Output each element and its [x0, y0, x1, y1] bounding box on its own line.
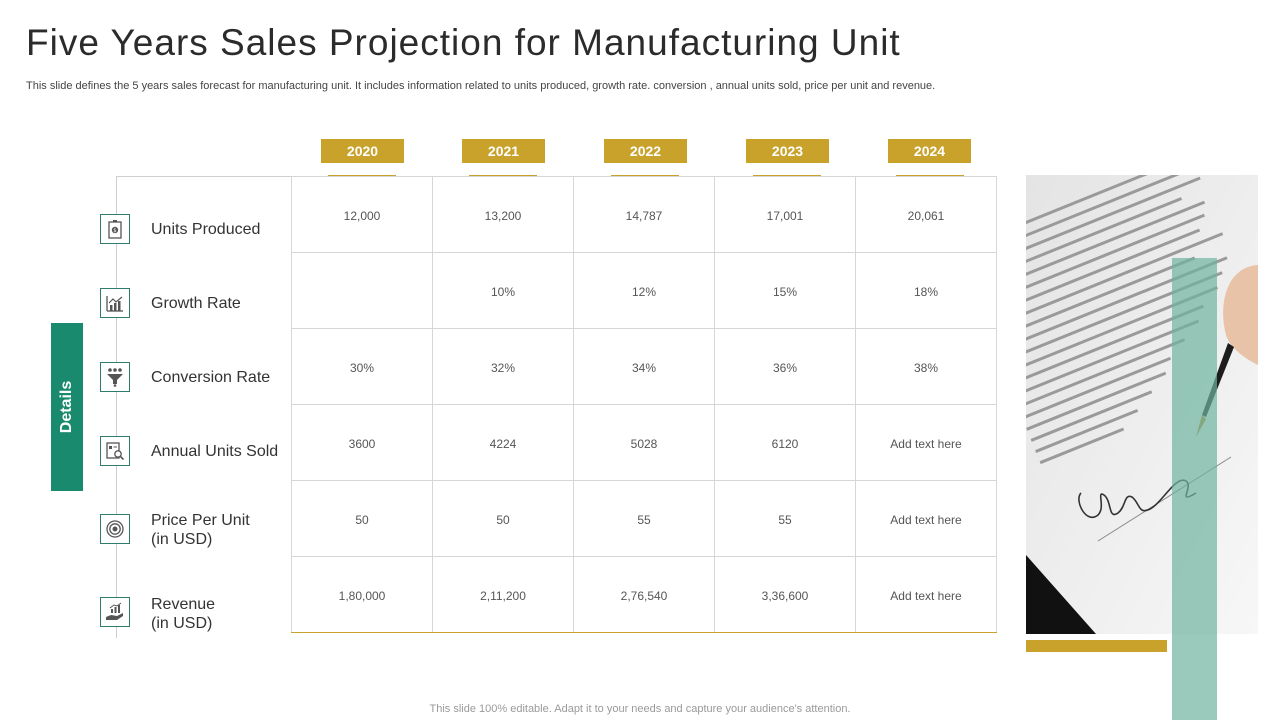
year-header-2023: 2023	[746, 139, 829, 163]
table-cell: 55	[573, 480, 715, 557]
table-cell: 13,200	[432, 176, 574, 253]
year-header-2020: 2020	[321, 139, 404, 163]
signing-document-photo	[1026, 175, 1258, 634]
table-cell: 30%	[291, 328, 433, 405]
table-cell: 34%	[573, 328, 715, 405]
row-label-growth-rate: Growth Rate	[151, 295, 241, 312]
table-cell: 50	[291, 480, 433, 557]
bar-chart-growth-icon	[100, 288, 130, 318]
row-label-price-per-unit: Price Per Unit (in USD)	[151, 511, 250, 549]
table-cell: Add text here	[855, 404, 997, 481]
row-label-conversion-rate: Conversion Rate	[151, 369, 271, 386]
row-label-revenue: Revenue (in USD)	[151, 595, 215, 633]
details-label: Details	[58, 380, 75, 434]
table-cell: 36%	[714, 328, 856, 405]
table-cell: 2,76,540	[573, 556, 715, 633]
year-header-2021: 2021	[462, 139, 545, 163]
row-label-units-produced: Units Produced	[151, 221, 261, 238]
table-cell	[291, 252, 433, 329]
hand-money-growth-icon	[100, 597, 130, 627]
table-cell: 1,80,000	[291, 556, 433, 633]
table-cell: 12,000	[291, 176, 433, 253]
table-cell: 38%	[855, 328, 997, 405]
table-cell: 17,001	[714, 176, 856, 253]
table-cell: 3,36,600	[714, 556, 856, 633]
table-cell: Add text here	[855, 480, 997, 557]
table-row: 50 50 55 55 Add text here	[291, 480, 997, 557]
table-cell: 50	[432, 480, 574, 557]
table-cell: 15%	[714, 252, 856, 329]
table-row: 10% 12% 15% 18%	[291, 252, 997, 329]
projection-table: 12,000 13,200 14,787 17,001 20,061 10% 1…	[291, 176, 997, 633]
table-cell: 18%	[855, 252, 997, 329]
svg-text:$: $	[113, 228, 116, 234]
table-cell: 2,11,200	[432, 556, 574, 633]
table-cell: 14,787	[573, 176, 715, 253]
table-cell: 55	[714, 480, 856, 557]
year-header-2022: 2022	[604, 139, 687, 163]
price-target-icon	[100, 514, 130, 544]
table-row: 12,000 13,200 14,787 17,001 20,061	[291, 176, 997, 253]
page-subtitle: This slide defines the 5 years sales for…	[26, 80, 936, 92]
details-side-tab: Details	[51, 323, 83, 491]
table-row: 30% 32% 34% 36% 38%	[291, 328, 997, 405]
table-cell: 5028	[573, 404, 715, 481]
row-label-line2: (in USD)	[151, 531, 213, 548]
accent-gold-bar	[1026, 640, 1167, 652]
table-cell: 3600	[291, 404, 433, 481]
table-row: 1,80,000 2,11,200 2,76,540 3,36,600 Add …	[291, 556, 997, 633]
table-cell: 12%	[573, 252, 715, 329]
row-connector-line	[116, 176, 117, 638]
table-cell: 32%	[432, 328, 574, 405]
table-top-divider	[116, 176, 292, 177]
table-cell: 20,061	[855, 176, 997, 253]
table-cell: 10%	[432, 252, 574, 329]
funnel-people-icon	[100, 362, 130, 392]
row-label-line1: Revenue	[151, 596, 216, 613]
table-cell: 6120	[714, 404, 856, 481]
year-header-2024: 2024	[888, 139, 971, 163]
page-title: Five Years Sales Projection for Manufact…	[26, 22, 901, 63]
table-row: 3600 4224 5028 6120 Add text here	[291, 404, 997, 481]
row-label-line1: Price Per Unit	[151, 512, 250, 529]
footer-note: This slide 100% editable. Adapt it to yo…	[429, 703, 851, 715]
table-cell: Add text here	[855, 556, 997, 633]
table-cell: 4224	[432, 404, 574, 481]
accent-teal-bar	[1172, 258, 1217, 720]
report-magnifier-icon	[100, 436, 130, 466]
row-label-line2: (in USD)	[151, 615, 213, 632]
row-label-annual-units-sold: Annual Units Sold	[151, 443, 279, 460]
building-dollar-icon: $	[100, 214, 130, 244]
